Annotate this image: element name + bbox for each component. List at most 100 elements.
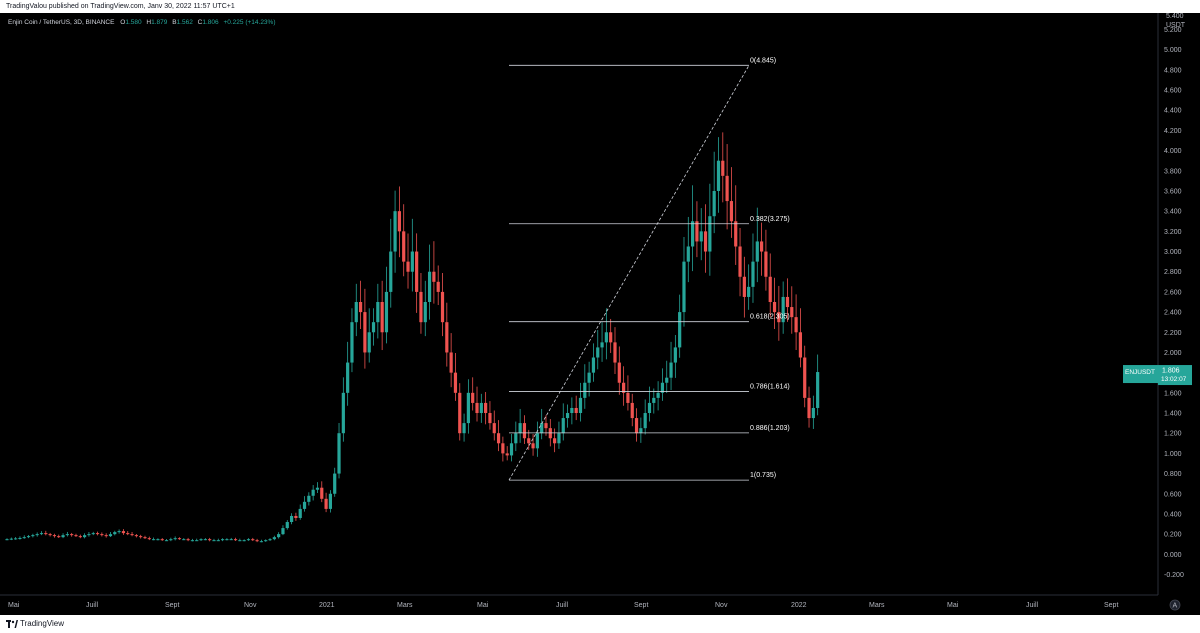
candle-body bbox=[803, 357, 807, 398]
bar-countdown: 13:02:07 bbox=[1161, 376, 1187, 383]
candle-body bbox=[553, 438, 557, 444]
footer: TradingView bbox=[0, 615, 1200, 633]
candle-body bbox=[505, 453, 509, 456]
candle-body bbox=[126, 533, 130, 535]
candle-body bbox=[484, 402, 488, 414]
candle-body bbox=[591, 357, 596, 373]
candle-body bbox=[488, 413, 492, 424]
candle-body bbox=[436, 281, 440, 292]
candle-body bbox=[199, 539, 203, 541]
candle-body bbox=[747, 286, 751, 297]
price-axis[interactable]: 5.400 USDT 5.200 5.000 4.800 4.600 4.400 4.20… bbox=[1164, 13, 1186, 579]
auto-scale-button[interactable]: A bbox=[1169, 599, 1181, 611]
candle-body bbox=[156, 539, 160, 541]
time-axis-label: Mars bbox=[397, 602, 413, 609]
time-axis-label: Sept bbox=[1104, 602, 1118, 609]
candle-body bbox=[634, 418, 639, 434]
candle-body bbox=[31, 535, 35, 537]
legend-close: 1.806 bbox=[202, 19, 219, 26]
candle-body bbox=[496, 433, 501, 444]
candle-body bbox=[5, 539, 9, 541]
candle-body bbox=[341, 392, 345, 434]
time-axis-label: Mai bbox=[8, 602, 20, 609]
candle-body bbox=[755, 241, 759, 262]
candle-body bbox=[229, 539, 233, 541]
candle-body bbox=[384, 291, 389, 333]
candle-body bbox=[406, 261, 410, 272]
candle-body bbox=[807, 397, 811, 419]
price-tick-label: 4.000 bbox=[1164, 148, 1182, 155]
candle-body bbox=[57, 536, 61, 538]
fibonacci-retracement[interactable]: 0(4.845) 0.382(3.275) 0.618(2.305) 0.786(1.… bbox=[508, 57, 790, 481]
candle-body bbox=[281, 528, 285, 535]
candle-body bbox=[604, 332, 608, 343]
candle-body bbox=[742, 276, 746, 297]
price-tick-label: 4.200 bbox=[1164, 128, 1182, 135]
candle-body bbox=[440, 291, 445, 323]
price-tick-label: 0.200 bbox=[1164, 532, 1182, 539]
candle-body bbox=[772, 302, 777, 313]
candle-body bbox=[643, 413, 647, 429]
footer-brand: TradingView bbox=[20, 619, 65, 628]
price-tick-label: 4.800 bbox=[1164, 67, 1182, 74]
candle-body bbox=[453, 372, 458, 393]
candle-body bbox=[587, 372, 591, 383]
candle-body bbox=[764, 251, 768, 277]
candle-body bbox=[518, 423, 522, 434]
candle-body bbox=[652, 397, 656, 403]
candle-body bbox=[570, 407, 574, 414]
candle-body bbox=[367, 332, 371, 353]
candle-body bbox=[169, 539, 173, 541]
candle-body bbox=[337, 433, 341, 474]
candle-body bbox=[259, 541, 264, 543]
candle-body bbox=[790, 307, 794, 318]
price-tick-label: 3.200 bbox=[1164, 229, 1182, 236]
candle-body bbox=[578, 397, 583, 414]
fib-level-label: 0.618(2.305) bbox=[750, 314, 790, 321]
candle-body bbox=[26, 536, 31, 538]
candle-body bbox=[354, 302, 358, 323]
candle-body bbox=[225, 539, 229, 541]
candle-body bbox=[561, 418, 565, 434]
legend-high-label: H bbox=[146, 19, 151, 26]
fib-level-label: 0.382(3.275) bbox=[750, 216, 790, 223]
candle-body bbox=[78, 536, 82, 538]
candle-body bbox=[108, 534, 113, 537]
candle-body bbox=[264, 540, 268, 542]
candle-body bbox=[479, 402, 483, 414]
candle-body bbox=[423, 302, 427, 323]
candle-body bbox=[39, 533, 44, 535]
candle-body bbox=[212, 540, 216, 542]
candle-body bbox=[544, 423, 548, 429]
candle-body bbox=[432, 271, 436, 282]
candle-body bbox=[682, 261, 686, 313]
candle-body bbox=[143, 537, 147, 539]
candle-body bbox=[462, 423, 466, 434]
time-axis-label: 2022 bbox=[791, 602, 807, 609]
candle-body bbox=[691, 221, 695, 247]
candle-body bbox=[699, 231, 703, 242]
price-tick-label: 3.000 bbox=[1164, 249, 1182, 256]
price-tick-label: 0.600 bbox=[1164, 491, 1182, 498]
candle-body bbox=[44, 533, 48, 535]
price-chart[interactable]: Enjin Coin / TetherUS, 3D, BINANCE O1.58… bbox=[0, 13, 1200, 615]
candle-body bbox=[777, 312, 781, 323]
price-tick-label: 2.000 bbox=[1164, 350, 1182, 357]
candle-body bbox=[74, 535, 78, 537]
candle-body bbox=[91, 533, 95, 535]
candle-body bbox=[83, 535, 87, 538]
candle-body bbox=[816, 372, 820, 408]
candle-body bbox=[268, 539, 272, 541]
price-tick-label: 5.000 bbox=[1164, 47, 1182, 54]
chart-area[interactable]: Enjin Coin / TetherUS, 3D, BINANCE O1.58… bbox=[0, 13, 1200, 615]
candle-body bbox=[195, 540, 199, 542]
candle-body bbox=[583, 382, 587, 398]
candles-layer bbox=[5, 132, 820, 543]
time-axis[interactable]: Mai Juill Sept Nov 2021 Mars Mai Juill Sept Nov 20… bbox=[8, 602, 1118, 609]
candle-body bbox=[121, 531, 126, 534]
last-price-box bbox=[1158, 365, 1192, 386]
candle-body bbox=[522, 423, 527, 439]
candle-body bbox=[100, 534, 104, 536]
svg-text:Enjin Coin / TetherUS, 3D, BIN: Enjin Coin / TetherUS, 3D, BINANCE O1.58… bbox=[8, 19, 276, 26]
fib-trend-line bbox=[508, 65, 750, 481]
